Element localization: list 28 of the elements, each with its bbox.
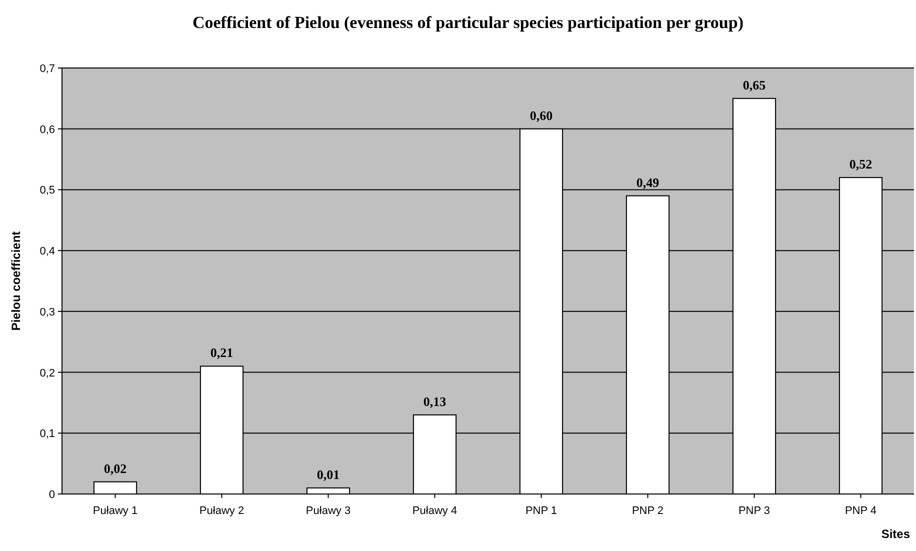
y-tick-label: 0,5: [40, 184, 55, 197]
data-label: 0,65: [742, 77, 766, 92]
data-label: 0,13: [423, 394, 447, 409]
chart-title: Coefficient of Pielou (evenness of particular species participation per group): [192, 13, 744, 32]
y-tick-label: 0,3: [40, 306, 55, 318]
y-tick-label: 0: [48, 489, 55, 501]
data-label: 0,21: [210, 345, 234, 360]
data-label: 0,49: [636, 174, 660, 190]
data-label: 0,60: [530, 108, 553, 123]
data-label: 0,02: [104, 460, 127, 476]
x-axis-title: Sites: [881, 527, 910, 541]
x-tick-label: PNP 1: [525, 505, 558, 517]
data-label: 0,01: [316, 466, 340, 482]
y-tick-label: 0,7: [40, 63, 55, 75]
y-tick-label: 0,1: [40, 428, 55, 440]
bar: [93, 481, 138, 494]
x-tick-label: PNP 3: [738, 505, 770, 517]
x-tick-label: PNP 4: [844, 505, 877, 517]
x-tick-label: Puławy 4: [412, 505, 458, 517]
x-tick-label: Puławy 2: [199, 505, 244, 517]
data-label: 0,52: [849, 156, 872, 172]
y-tick-label: 0,4: [40, 246, 55, 258]
y-axis-title: Pielou coefficient: [9, 231, 23, 331]
y-tick-label: 0,6: [40, 124, 55, 136]
y-tick-label: 0,2: [40, 367, 55, 380]
x-tick-label: Puławy 1: [92, 505, 138, 517]
x-tick-label: Puławy 3: [306, 505, 351, 517]
x-tick-label: PNP 2: [632, 505, 664, 517]
